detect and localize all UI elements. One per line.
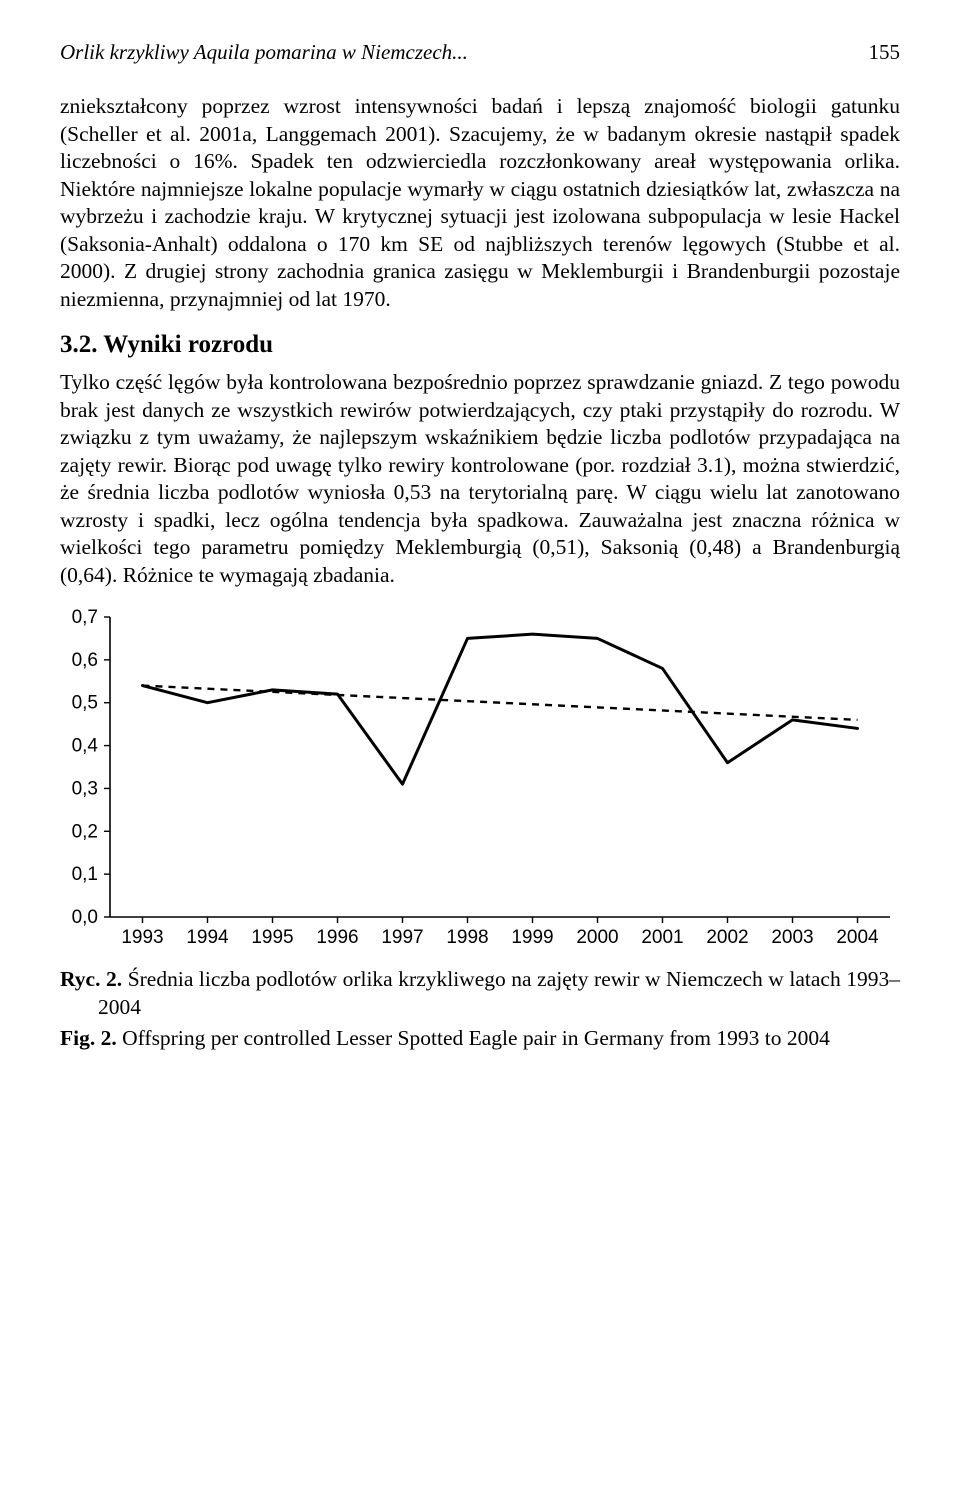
paragraph-2: Tylko część lęgów była kontrolowana bezp…	[60, 369, 900, 589]
paragraph-1: zniekształcony poprzez wzrost intensywno…	[60, 93, 900, 313]
svg-text:1993: 1993	[121, 927, 163, 948]
caption-fig-text: Offspring per controlled Lesser Spotted …	[122, 1026, 830, 1050]
section-heading: 3.2. Wyniki rozrodu	[60, 331, 900, 359]
svg-text:2001: 2001	[641, 927, 683, 948]
line-chart-svg: 0,0 0,1 0,2 0,3 0,4 0,5 0,6 0,7 1993 1994 1995 1996…	[60, 607, 900, 957]
svg-text:1995: 1995	[251, 927, 293, 948]
svg-text:0,0: 0,0	[72, 907, 98, 928]
svg-text:1999: 1999	[511, 927, 553, 948]
page: Orlik krzykliwy Aquila pomarina w Niemcz…	[0, 0, 960, 1083]
page-number: 155	[869, 40, 901, 65]
svg-text:0,3: 0,3	[72, 779, 98, 800]
svg-text:2004: 2004	[836, 927, 879, 948]
caption-ryc-label: Ryc. 2.	[60, 967, 128, 991]
svg-text:2002: 2002	[706, 927, 748, 948]
header-title: Orlik krzykliwy Aquila pomarina w Niemcz…	[60, 40, 468, 65]
svg-text:1998: 1998	[446, 927, 488, 948]
offspring-chart: 0,0 0,1 0,2 0,3 0,4 0,5 0,6 0,7 1993 1994 1995 1996…	[60, 607, 900, 962]
caption-fig-label: Fig. 2.	[60, 1026, 122, 1050]
svg-text:0,6: 0,6	[72, 650, 98, 671]
svg-text:0,2: 0,2	[72, 822, 98, 843]
svg-text:0,4: 0,4	[72, 736, 99, 757]
svg-text:0,1: 0,1	[72, 864, 98, 885]
svg-text:2003: 2003	[771, 927, 813, 948]
svg-text:1994: 1994	[186, 927, 229, 948]
svg-text:1997: 1997	[381, 927, 423, 948]
caption-ryc-text: Średnia liczba podlotów orlika krzykliwe…	[98, 967, 900, 1019]
svg-text:0,5: 0,5	[72, 693, 98, 714]
svg-text:2000: 2000	[576, 927, 618, 948]
caption-ryc: Ryc. 2. Średnia liczba podlotów orlika k…	[60, 966, 900, 1021]
svg-text:0,7: 0,7	[72, 607, 98, 628]
caption-fig: Fig. 2. Offspring per controlled Lesser …	[60, 1025, 900, 1053]
running-header: Orlik krzykliwy Aquila pomarina w Niemcz…	[60, 40, 900, 65]
svg-text:1996: 1996	[316, 927, 358, 948]
